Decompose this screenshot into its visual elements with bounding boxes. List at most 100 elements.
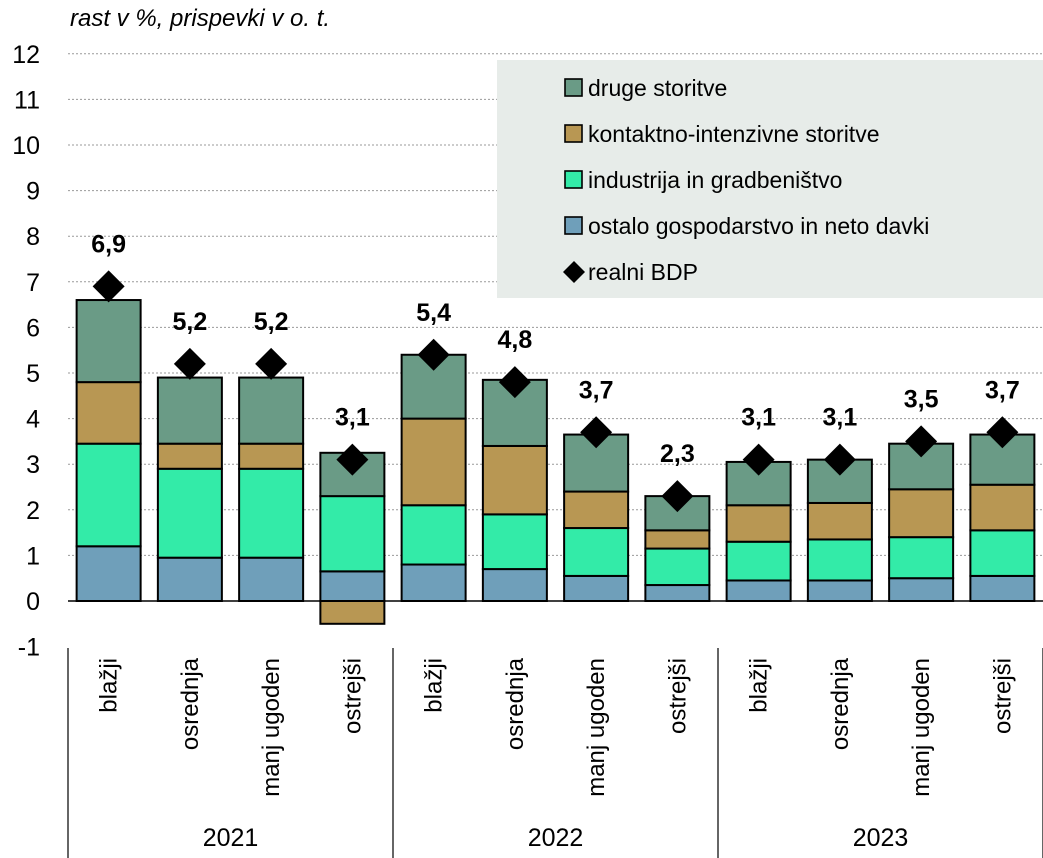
bar-segment — [644, 547, 711, 587]
category-label: osrednja — [177, 657, 204, 750]
gdp-marker — [661, 480, 694, 513]
group-label: 2022 — [528, 824, 584, 852]
data-label: 5,2 — [254, 308, 289, 336]
category-label: blažji — [421, 658, 448, 713]
bar-segment — [725, 504, 792, 543]
bar-segment — [806, 458, 873, 504]
bar-segment — [238, 556, 305, 602]
y-tick-label: 6 — [26, 314, 40, 342]
category-label: blažji — [96, 658, 123, 713]
bar-segment — [644, 529, 711, 550]
gdp-marker — [417, 338, 450, 371]
bar-segment — [400, 563, 467, 603]
data-label: 2,3 — [660, 440, 695, 468]
data-label: 3,7 — [579, 376, 614, 404]
bar-segment — [75, 299, 142, 384]
y-tick-label: 1 — [26, 542, 40, 570]
legend-box — [497, 60, 1043, 298]
y-tick-label: 4 — [26, 406, 40, 434]
y-tick-label: 11 — [14, 86, 40, 114]
bar-segment — [969, 574, 1036, 602]
bar-segment — [806, 538, 873, 582]
bar-segment — [75, 442, 142, 548]
gdp-marker — [336, 443, 369, 476]
bar-segment — [481, 513, 548, 571]
category-label: manj ugoden — [258, 658, 285, 797]
y-tick-label: 3 — [26, 451, 40, 479]
data-label: 4,8 — [497, 326, 532, 354]
bar-segment — [725, 579, 792, 602]
bar-segment — [75, 545, 142, 603]
category-label: ostrejši — [989, 658, 1016, 734]
category-label: manj ugoden — [583, 658, 610, 797]
gdp-marker — [986, 416, 1019, 449]
bar-segment — [319, 495, 386, 573]
bar-segment — [400, 417, 467, 507]
category-label: ostrejši — [339, 658, 366, 734]
bar-segment — [563, 527, 630, 577]
bar-segment — [156, 556, 223, 602]
legend: druge storitve kontaktno-intenzivne stori… — [563, 75, 929, 285]
data-label: 3,1 — [335, 404, 370, 432]
legend-label: kontaktno-intenzivne storitve — [588, 121, 880, 147]
category-label: ostrejši — [664, 658, 691, 734]
category-label: osrednja — [827, 657, 854, 750]
data-label: 6,9 — [91, 230, 126, 258]
bar-segment — [75, 381, 142, 445]
category-label: blažji — [746, 658, 773, 713]
bar-segment — [563, 574, 630, 602]
data-label: 3,5 — [904, 385, 939, 413]
bar-segment — [238, 467, 305, 559]
legend-background — [497, 60, 1043, 298]
y-tick-label: 2 — [26, 497, 40, 525]
y-tick-label: -1 — [18, 634, 40, 662]
bar-segment — [888, 488, 955, 539]
bar-segment — [969, 483, 1036, 532]
bar-segment — [481, 568, 548, 603]
bar-segment — [156, 442, 223, 470]
gdp-marker — [742, 443, 775, 476]
x-axis: blažji osrednja manj ugoden ostrejši 2021 bla… — [67, 648, 1043, 858]
y-tick-label: 8 — [26, 223, 40, 251]
bar-segment — [319, 570, 386, 602]
bar-segment — [969, 529, 1036, 577]
bar-segment — [319, 600, 386, 625]
category-label: manj ugoden — [908, 658, 935, 797]
legend-swatch — [563, 261, 585, 283]
legend-label: realni BDP — [588, 259, 698, 285]
data-label: 5,2 — [172, 308, 207, 336]
bar-segment — [156, 376, 223, 445]
y-tick-label: 9 — [26, 178, 40, 206]
legend-swatch — [564, 170, 583, 189]
bar-segment — [238, 376, 305, 445]
gdp-marker — [580, 416, 613, 449]
legend-label: industrija in gradbeništvo — [588, 167, 842, 193]
legend-swatch — [564, 216, 583, 235]
gdp-markers — [92, 270, 1019, 513]
data-labels: 6,9 5,2 5,2 3,1 5,4 4,8 3,7 2,3 3,1 3,1 3,5 3,7 — [91, 230, 1020, 468]
bar-segment — [156, 467, 223, 559]
gdp-marker — [905, 425, 938, 458]
bar-segment — [644, 584, 711, 602]
y-tick-label: 5 — [26, 360, 40, 388]
bar-segment — [400, 504, 467, 566]
bars — [75, 299, 1036, 625]
y-axis-label: rast v %, prispevki v o. t. — [70, 5, 330, 32]
gdp-marker — [823, 443, 856, 476]
data-label: 5,4 — [416, 299, 451, 327]
data-label: 3,1 — [822, 404, 857, 432]
bar-segment — [238, 442, 305, 470]
category-label: osrednja — [502, 657, 529, 750]
y-tick-label: 0 — [26, 588, 40, 616]
legend-label: druge storitve — [588, 75, 727, 101]
gdp-marker — [92, 270, 125, 303]
bar-segment — [888, 577, 955, 603]
legend-swatch — [564, 78, 583, 97]
bar-segment — [806, 579, 873, 602]
y-tick-label: 7 — [26, 269, 40, 297]
data-label: 3,1 — [741, 404, 776, 432]
gdp-marker — [255, 347, 288, 380]
bar-segment — [563, 490, 630, 530]
